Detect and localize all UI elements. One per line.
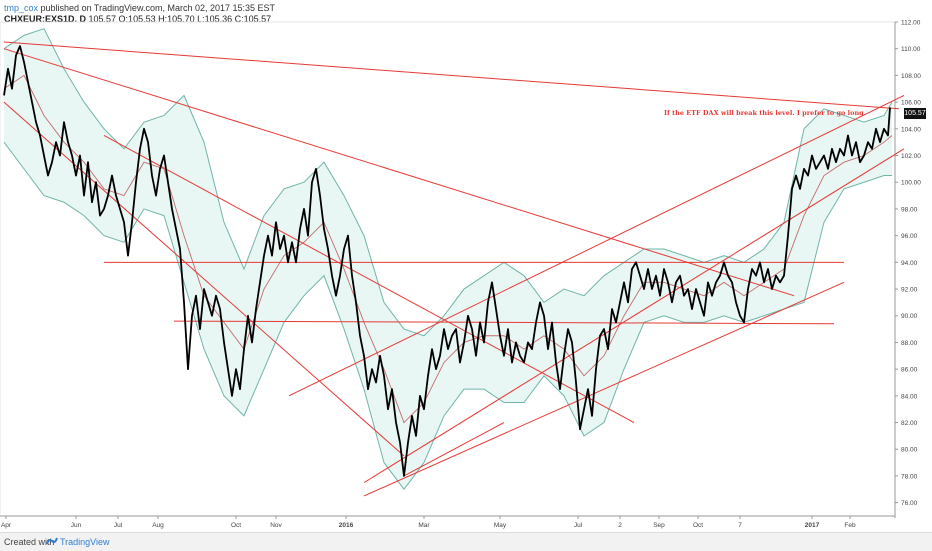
trendline-long-descending-1[interactable] — [3, 48, 795, 297]
ohlc-values: 105.57 O:105.53 H:105.70 L:105.36 C:105.… — [88, 14, 272, 24]
chart-header: tmp_cox published on TradingView.com, Ma… — [4, 2, 275, 14]
y-tick-label: 106.00 — [901, 100, 921, 107]
x-tick-label: Sep — [653, 522, 665, 529]
ohlc-legend: CHXEUR:EXS1D, D 105.57 O:105.53 H:105.70… — [4, 13, 271, 25]
y-tick-label: 112.00 — [901, 20, 921, 27]
x-tick-label: Oct — [693, 522, 703, 529]
footer-bar: Created with TradingView — [0, 532, 932, 551]
x-tick-label: Jul — [574, 522, 583, 529]
tradingview-link[interactable]: TradingView — [60, 537, 110, 547]
y-tick-label: 108.00 — [901, 73, 921, 80]
y-tick-label: 98.00 — [901, 206, 918, 213]
trendline-rising-3[interactable] — [363, 281, 845, 497]
x-tick-label: Mar — [418, 522, 430, 529]
y-tick-label: 80.00 — [901, 447, 918, 454]
y-tick-label: 88.00 — [901, 340, 918, 347]
price-chart[interactable]: 76.00 78.00 80.00 82.00 84.00 86.00 88.00 90.00… — [0, 0, 932, 532]
y-tick-label: 76.00 — [901, 500, 918, 507]
bollinger-lower-line — [3, 141, 892, 491]
trendline-steep-descending[interactable] — [103, 135, 635, 423]
y-tick-label: 78.00 — [901, 473, 918, 480]
moving-average-line — [3, 74, 893, 424]
trendline-rising-4[interactable] — [403, 422, 505, 477]
price-series-line — [3, 45, 891, 477]
bollinger-band-fill — [4, 28, 892, 490]
x-tick-label: 2 — [618, 522, 622, 529]
trendline-rising-2[interactable] — [363, 148, 905, 484]
y-tick-label: 82.00 — [901, 420, 918, 427]
x-tick-label: Jul — [114, 522, 123, 529]
y-tick-label: 100.00 — [901, 180, 921, 187]
x-tick-label: 7 — [738, 522, 742, 529]
y-tick-label: 110.00 — [901, 46, 921, 53]
x-tick-label: Aug — [152, 522, 164, 529]
last-price-tag: 105.57 — [904, 108, 926, 119]
x-tick-label: May — [494, 522, 507, 529]
symbol-label: CHXEUR:EXS1D, D — [4, 14, 87, 24]
y-tick-label: 94.00 — [901, 260, 918, 267]
bollinger-upper-line — [3, 28, 893, 337]
trendline-upper-descending[interactable] — [3, 41, 900, 110]
x-tick-label: 2017 — [805, 522, 820, 529]
chart-annotation: If the ETF DAX will break this level. I … — [664, 109, 864, 117]
tradingview-logo-icon — [46, 537, 58, 545]
trendline-horizontal-89.5[interactable] — [173, 320, 835, 325]
y-tick-label: 92.00 — [901, 287, 918, 294]
x-tick-label: Jun — [71, 522, 82, 529]
trendline-rising-1[interactable] — [288, 94, 905, 397]
trendline-long-descending-2[interactable] — [3, 101, 405, 457]
x-tick-label: Nov — [270, 522, 282, 529]
x-tick-label: Oct — [231, 522, 241, 529]
y-tick-label: 96.00 — [901, 233, 918, 240]
x-tick-label: Apr — [1, 522, 12, 529]
x-tick-label: Feb — [844, 522, 856, 529]
published-text: published on TradingView.com, March 02, … — [40, 3, 276, 13]
y-tick-label: 86.00 — [901, 367, 918, 374]
author-link[interactable]: tmp_cox — [4, 3, 39, 13]
y-tick-label: 84.00 — [901, 393, 918, 400]
created-with-text: Created with — [4, 537, 55, 547]
y-tick-label: 90.00 — [901, 313, 918, 320]
y-tick-label: 104.00 — [901, 126, 921, 133]
x-tick-label: 2016 — [339, 522, 354, 529]
y-tick-label: 102.00 — [901, 153, 921, 160]
